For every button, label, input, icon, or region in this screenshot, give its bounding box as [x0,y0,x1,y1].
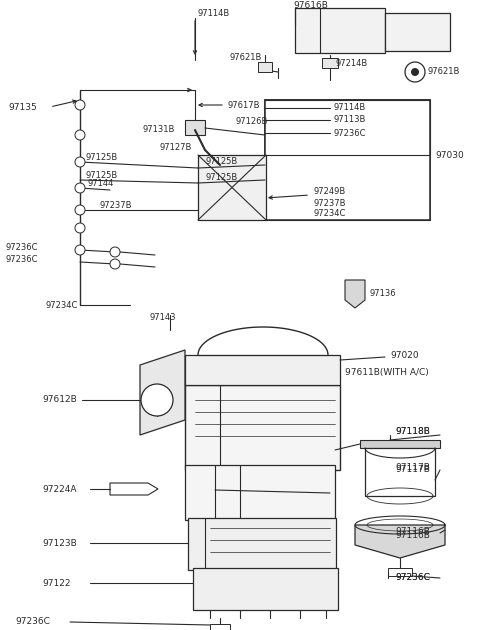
Circle shape [75,223,85,233]
Text: 97236C: 97236C [5,256,37,265]
Text: 97118B: 97118B [395,428,430,437]
Text: 97236C: 97236C [15,617,50,626]
Text: 97234C: 97234C [313,210,346,219]
Text: 97249B: 97249B [313,188,345,197]
Text: 97125B: 97125B [85,171,117,180]
Circle shape [141,384,173,416]
Text: 97236C: 97236C [333,129,365,137]
Bar [322,58,338,68]
Bar [385,13,450,51]
Circle shape [110,259,120,269]
Circle shape [75,183,85,193]
Text: 97030: 97030 [435,151,464,159]
Text: 97236C: 97236C [395,573,430,583]
Text: 97616B: 97616B [293,1,328,9]
Text: 97612B: 97612B [42,396,77,404]
Bar [188,518,336,570]
Text: 97125B: 97125B [205,173,237,183]
Text: 97131B: 97131B [143,125,175,134]
Bar [185,120,205,135]
Bar [295,8,385,53]
Text: 97143: 97143 [150,314,177,323]
Bar [365,448,435,496]
Text: 97116B: 97116B [395,527,430,537]
Bar [185,465,335,520]
Text: 97617B: 97617B [228,101,261,110]
Bar [258,62,272,72]
Text: 97214B: 97214B [336,59,368,67]
Bar [193,568,338,610]
Polygon shape [355,525,445,558]
Bar [265,100,430,220]
Text: 97126B: 97126B [235,118,267,127]
Polygon shape [110,483,158,495]
Text: 97123B: 97123B [42,539,77,547]
Text: 97116B: 97116B [395,530,430,539]
Polygon shape [140,350,185,435]
Text: 97113B: 97113B [333,115,365,125]
Bar [360,440,440,448]
Text: 97224A: 97224A [42,484,76,493]
Polygon shape [345,280,365,308]
Text: 97114B: 97114B [198,9,230,18]
Circle shape [405,62,425,82]
Circle shape [75,100,85,110]
Text: 97144: 97144 [88,180,114,188]
Circle shape [411,68,419,76]
Bar [265,100,430,220]
Text: 97236C: 97236C [5,244,37,253]
Text: 97237B: 97237B [313,198,346,207]
Text: 97135: 97135 [8,103,37,112]
Text: 97234C: 97234C [45,301,77,309]
Text: 97020: 97020 [390,350,419,360]
Text: 97611B(WITH A/C): 97611B(WITH A/C) [345,367,429,377]
Text: 97127B: 97127B [160,144,192,152]
Text: 97125B: 97125B [85,152,117,161]
Text: 97117B: 97117B [395,466,430,474]
Bar [198,155,266,220]
Text: 97136: 97136 [370,289,396,297]
Circle shape [75,205,85,215]
Text: 97237B: 97237B [100,200,132,210]
Text: 97236C: 97236C [395,573,430,583]
Circle shape [75,130,85,140]
Text: 97118B: 97118B [395,428,430,437]
Circle shape [110,247,120,257]
Text: 97621B: 97621B [230,54,263,62]
Text: 97114B: 97114B [333,103,365,113]
Circle shape [75,157,85,167]
Text: 97125B: 97125B [205,158,237,166]
Bar [185,385,340,470]
Text: 97122: 97122 [42,578,71,588]
Circle shape [75,245,85,255]
Text: 97117B: 97117B [395,464,430,472]
Bar [210,624,230,630]
Bar [388,568,412,576]
Text: 97621B: 97621B [428,67,460,76]
Bar [185,355,340,385]
